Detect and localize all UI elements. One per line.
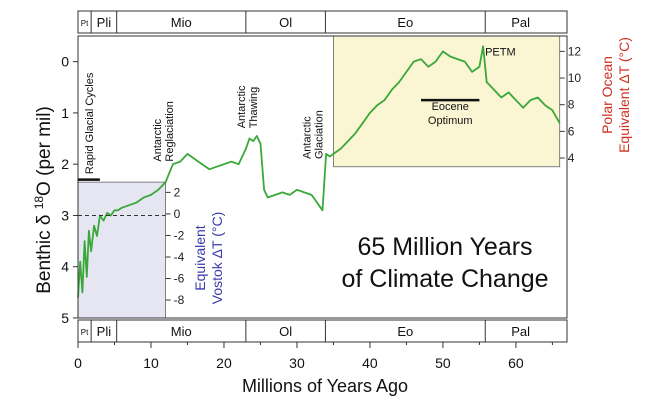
sec-tick-label: 8	[568, 98, 575, 112]
series-layer	[77, 45, 561, 298]
x-tick-label: 50	[435, 355, 451, 371]
epoch-label: Ol	[279, 324, 292, 339]
x-tick-label: 0	[74, 355, 82, 371]
annotation-word: Antarctic	[302, 116, 314, 159]
x-tick-label: 20	[216, 355, 232, 371]
epoch-label: Mio	[171, 15, 192, 30]
sec-tick-label: 2	[174, 185, 181, 199]
sec-tick-label: 12	[568, 44, 582, 58]
sec-tick-label: -8	[174, 293, 185, 307]
sec-tick-label: 10	[568, 71, 582, 85]
secondary-axis-label-line: Equivalent	[192, 225, 208, 290]
sec-tick-label: 4	[568, 151, 575, 165]
annotation-eocene-optimum: Eocene Optimum	[428, 101, 473, 127]
x-tick-label: 40	[362, 355, 378, 371]
annotation-antarctic-glaciation: AntarcticGlaciation	[302, 110, 326, 159]
sec-tick-label: -2	[174, 228, 185, 242]
secondary-axis-label-line: Polar Ocean	[599, 56, 615, 134]
epoch-label: Pli	[97, 324, 112, 339]
x-tick-label: 30	[289, 355, 305, 371]
annotation-word: Reglaciation	[164, 101, 176, 162]
plot-border	[77, 35, 568, 319]
chart-title-line-1: 65 Million Years	[357, 233, 532, 261]
epoch-label: Mio	[171, 324, 192, 339]
shaded-region-1	[77, 181, 166, 319]
sec-tick-label: -6	[174, 272, 185, 286]
annotation-rapid-glacial-cycles: Rapid Glacial Cycles	[84, 72, 96, 174]
annotation-petm: PETM	[485, 46, 516, 58]
secondary-axis-label-line: Equivalent ΔT (°C)	[616, 37, 632, 153]
background-regions	[77, 35, 561, 319]
sec-tick-label: 6	[568, 124, 575, 138]
annotation-antarctic-thawing: AntarcticThawing	[236, 85, 260, 128]
secondary-axis-label-1: EquivalentVostok ΔT (°C)	[192, 212, 225, 305]
y-axis-label: Benthic δ 18O (per mil)	[32, 106, 55, 294]
epoch-bar-0	[77, 10, 568, 34]
y-axis-label-post: O (per mil)	[34, 106, 55, 196]
x-tick-label: 10	[143, 355, 159, 371]
epoch-label: Pli	[97, 15, 112, 30]
sec-tick-label: 0	[174, 207, 181, 221]
secondary-axis-label-line: Vostok ΔT (°C)	[209, 212, 225, 305]
y-tick-label: 2	[61, 156, 69, 172]
y-tick-label: 4	[61, 259, 69, 275]
epoch-bar-1	[77, 319, 568, 343]
x-tick-label: 60	[508, 355, 524, 371]
annotation-word: Eocene	[432, 101, 469, 113]
y-tick-label: 3	[61, 207, 69, 223]
secondary-axis-label-0: Polar OceanEquivalent ΔT (°C)	[599, 37, 632, 153]
annotation-antarctic-reglaciation: AntarcticReglaciation	[152, 101, 176, 162]
chart-title-line-2: of Climate Change	[341, 265, 548, 293]
secondary-axes: 12 10 8 6 4 Polar OceanEquivalent ΔT (°C) 2 0 -2…	[78, 37, 632, 307]
epoch-label: Eo	[397, 324, 413, 339]
plot-frame	[77, 35, 568, 319]
x-axis-label: Millions of Years Ago	[242, 376, 408, 396]
epoch-bars: Pt Pli Mio Ol Eo Pal Pt Pli Mio Ol Eo Pal	[77, 10, 568, 343]
y-axis-label-pre: Benthic δ	[34, 209, 55, 294]
epoch-label: Eo	[397, 15, 413, 30]
epoch-label: Pal	[511, 15, 530, 30]
sec-tick-label: -4	[174, 250, 185, 264]
annotation-word: Antarctic	[236, 85, 248, 128]
series-line-0	[77, 45, 561, 298]
shaded-region-0	[333, 35, 561, 168]
annotations: Rapid Glacial Cycles AntarcticReglaciatio…	[78, 46, 516, 181]
epoch-label: Pt	[81, 328, 89, 337]
annotation-word: Thawing	[248, 87, 260, 129]
epoch-label: Pt	[81, 19, 89, 28]
annotation-word: Glaciation	[314, 110, 326, 159]
epoch-label: Ol	[279, 15, 292, 30]
y-tick-label: 5	[61, 310, 69, 326]
annotation-word: Optimum	[428, 115, 473, 127]
annotation-word: Antarctic	[152, 118, 164, 161]
y-tick-label: 0	[61, 54, 69, 70]
y-axis-label-sup: 18	[32, 196, 46, 210]
epoch-label: Pal	[511, 324, 530, 339]
y-tick-label: 1	[61, 105, 69, 121]
